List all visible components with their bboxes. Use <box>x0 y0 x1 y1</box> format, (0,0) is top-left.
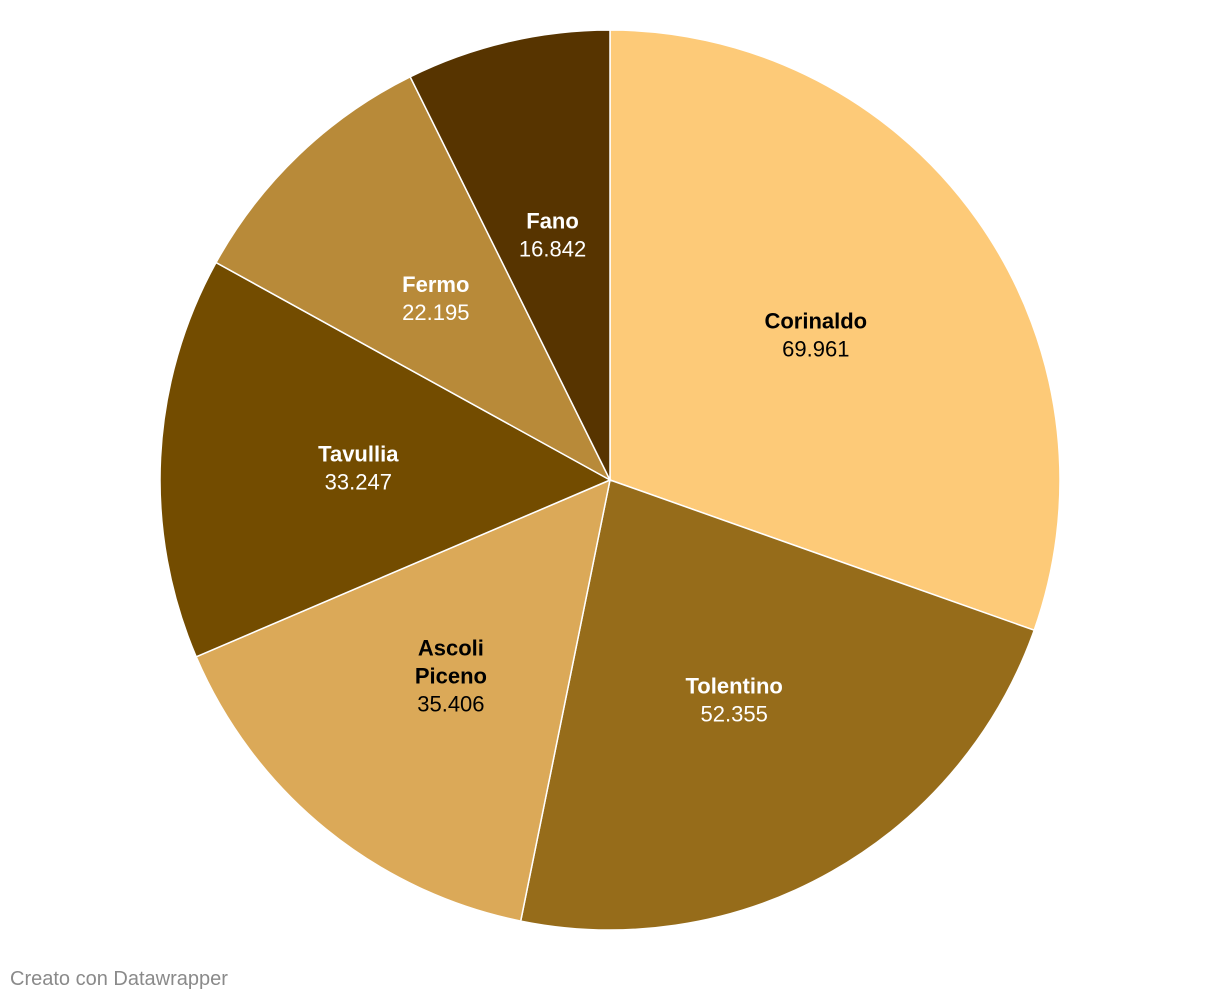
pie-slice-fermo[interactable] <box>215 75 612 482</box>
slice-name: Ascoli <box>418 635 484 660</box>
slice-name: Tolentino <box>686 673 783 698</box>
slice-value: 52.355 <box>701 701 768 726</box>
slice-name: Corinaldo <box>764 309 867 334</box>
slice-value: 35.406 <box>417 691 484 716</box>
pie-slice-tavullia[interactable] <box>159 261 612 658</box>
pie-slice-ascoli-piceno[interactable] <box>195 478 612 922</box>
pie-label-tolentino: Tolentino 52.355 <box>686 673 783 726</box>
pie-slice-tolentino[interactable] <box>519 479 1036 931</box>
pie-label-fermo: Fermo 22.195 <box>402 272 469 325</box>
datawrapper-credit[interactable]: Creato con Datawrapper <box>10 968 228 990</box>
pie-slice-fano[interactable] <box>409 29 611 481</box>
slice-name: Fano <box>526 209 579 234</box>
slice-value: 22.195 <box>402 300 469 325</box>
slice-name: Piceno <box>415 663 487 688</box>
pie-slices <box>159 29 1061 931</box>
pie-labels: Corinaldo 69.961 Tolentino 52.355 Ascoli Pice… <box>318 209 867 727</box>
pie-label-ascoli-piceno: Ascoli Piceno 35.406 <box>415 635 487 716</box>
slice-value: 33.247 <box>325 469 392 494</box>
pie-label-tavullia: Tavullia 33.247 <box>318 441 399 494</box>
pie-label-corinaldo: Corinaldo 69.961 <box>764 309 867 362</box>
slice-value: 69.961 <box>782 337 849 362</box>
slice-name: Tavullia <box>318 441 399 466</box>
slice-value: 16.842 <box>519 237 586 262</box>
slice-name: Fermo <box>402 272 469 297</box>
pie-slice-corinaldo[interactable] <box>609 29 1061 632</box>
pie-label-fano: Fano 16.842 <box>519 209 586 262</box>
